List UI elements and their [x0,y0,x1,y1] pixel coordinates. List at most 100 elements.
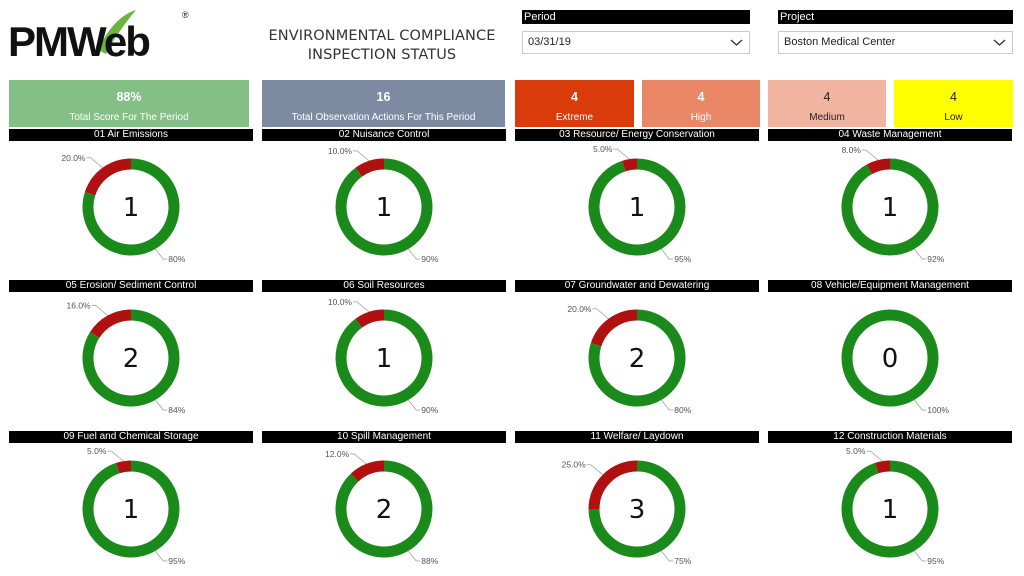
extreme-card: 4 Extreme [515,80,634,127]
donut-chart[interactable]: 1 5.0% 95% [9,443,253,574]
donut-pass-label: 90% [421,254,438,264]
donut-fail-slice[interactable] [622,158,638,172]
donut-pass-label: 100% [927,405,949,415]
donut-pass-slice[interactable] [335,309,433,407]
donut-chart[interactable]: 0 100% [768,292,1012,423]
donut-pass-leader [913,248,927,260]
donut-fail-slice[interactable] [355,158,385,177]
donut-chart[interactable]: 1 20.0% 80% [9,141,253,272]
donut-fail-slice[interactable] [350,460,385,482]
project-dropdown-value: Boston Medical Center [784,36,896,48]
donut-pass-leader [913,399,927,411]
donut-panel: 08 Vehicle/Equipment Management 0 100% [768,280,1012,423]
donut-chart[interactable]: 1 5.0% 95% [768,443,1012,574]
donut-pass-slice[interactable] [841,309,939,407]
donut-fail-slice[interactable] [355,309,385,328]
donut-chart[interactable]: 3 25.0% 75% [515,443,759,574]
donut-title: 11 Welfare/ Laydown [515,431,759,443]
donut-pass-leader [660,550,674,562]
donut-pass-slice[interactable] [588,158,686,256]
page-title: ENVIRONMENTAL COMPLIANCE INSPECTION STAT… [262,27,502,65]
period-dropdown[interactable]: 03/31/19 [522,31,750,54]
donut-pass-label: 80% [168,254,185,264]
donut-chart[interactable]: 2 12.0% 88% [262,443,506,574]
donut-title: 05 Erosion/ Sediment Control [9,280,253,292]
donut-pass-label: 95% [674,254,691,264]
donut-center-value: 1 [629,193,646,223]
project-filter: Project Boston Medical Center [778,10,1013,54]
donut-chart[interactable]: 1 10.0% 90% [262,292,506,423]
donut-fail-leader [592,308,609,320]
logo-registered-mark: ® [182,10,189,20]
extreme-label: Extreme [555,112,594,123]
high-value: 4 [697,90,705,104]
donut-pass-slice[interactable] [588,309,686,407]
donut-panel: 06 Soil Resources 1 10.0% 90% [262,280,506,423]
donut-fail-leader [353,150,370,162]
pmweb-logo: PMWeb ® [8,10,189,64]
donut-pass-label: 88% [421,556,438,566]
donut-pass-leader [407,248,421,260]
chevron-down-icon[interactable] [993,38,1006,47]
donut-pass-slice[interactable] [335,460,433,558]
donut-chart[interactable]: 2 16.0% 84% [9,292,253,423]
donut-pass-slice[interactable] [82,460,180,558]
donut-chart[interactable]: 2 20.0% 80% [515,292,759,423]
chevron-down-icon[interactable] [730,38,743,47]
donut-pass-label: 95% [168,556,185,566]
high-label: High [690,112,712,123]
donut-fail-leader [586,464,603,475]
project-filter-label: Project [778,10,1013,24]
donut-panel: 07 Groundwater and Dewatering 2 20.0% 80% [515,280,759,423]
donut-center-value: 3 [629,495,646,525]
donut-pass-leader [913,550,927,562]
donut-panel: 09 Fuel and Chemical Storage 1 5.0% 95% [9,431,253,574]
donut-center-value: 1 [123,193,140,223]
donut-fail-slice[interactable] [590,309,638,347]
donut-pass-slice[interactable] [841,460,939,558]
period-dropdown-value: 03/31/19 [528,36,571,48]
donut-fail-label: 20.0% [567,304,592,314]
project-dropdown[interactable]: Boston Medical Center [778,31,1013,54]
donut-title: 12 Construction Materials [768,431,1012,443]
donut-chart[interactable]: 1 8.0% 92% [768,141,1012,272]
donut-center-value: 0 [882,344,899,374]
donut-pass-slice[interactable] [82,309,180,407]
donut-fail-leader [861,149,879,161]
high-card: 4 High [642,80,760,127]
donut-pass-leader [154,399,168,411]
donut-fail-slice[interactable] [116,460,132,474]
logo-swoosh [98,10,136,54]
donut-panel: 10 Spill Management 2 12.0% 88% [262,431,506,574]
donut-pass-label: 80% [674,405,691,415]
donut-title: 06 Soil Resources [262,280,506,292]
donut-chart[interactable]: 1 5.0% 95% [515,141,759,272]
donut-pass-label: 90% [421,405,438,415]
donut-fail-slice[interactable] [588,460,638,510]
donut-center-value: 1 [376,193,393,223]
donut-fail-label: 12.0% [325,449,350,459]
donut-pass-slice[interactable] [335,158,433,256]
donut-pass-leader [660,248,674,260]
donut-panel: 11 Welfare/ Laydown 3 25.0% 75% [515,431,759,574]
donut-fail-slice[interactable] [875,460,891,474]
donut-panel: 04 Waste Management 1 8.0% 92% [768,129,1012,272]
total-observations-label: Total Observation Actions For This Perio… [291,112,476,123]
donut-pass-label: 75% [674,556,691,566]
donut-chart[interactable]: 1 10.0% 90% [262,141,506,272]
low-card: 4 Low [894,80,1013,127]
donut-pass-slice[interactable] [841,158,939,256]
donut-title: 01 Air Emissions [9,129,253,141]
donut-pass-label: 95% [927,556,944,566]
donut-pass-label: 84% [168,405,185,415]
donut-fail-slice[interactable] [90,309,132,339]
donut-pass-slice[interactable] [588,460,686,558]
medium-value: 4 [823,90,831,104]
total-observations-card: 16 Total Observation Actions For This Pe… [262,80,505,127]
donut-pass-slice[interactable] [82,158,180,256]
donut-panel: 05 Erosion/ Sediment Control 2 16.0% 84% [9,280,253,423]
donut-fail-slice[interactable] [866,158,891,175]
logo-text: PMWeb [8,18,149,64]
donut-fail-slice[interactable] [84,158,132,196]
donut-fail-leader [613,148,630,160]
